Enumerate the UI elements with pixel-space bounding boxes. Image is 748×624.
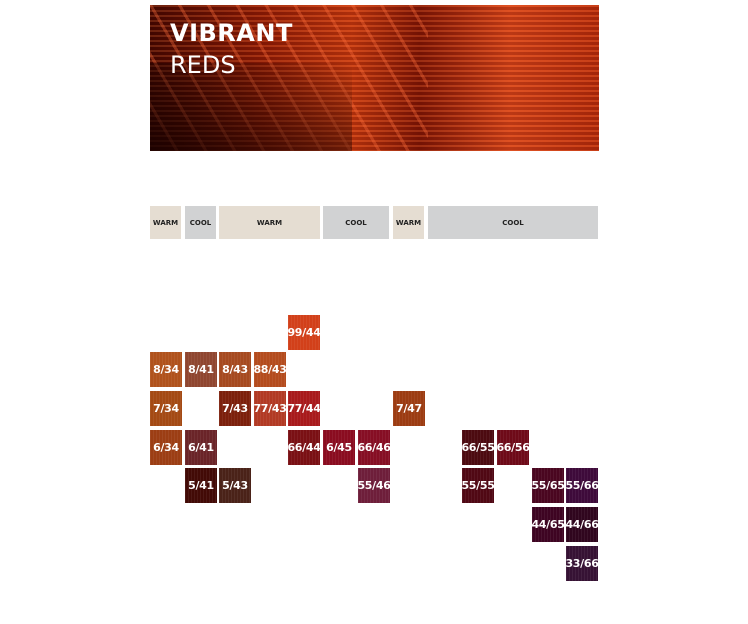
color-swatch: 99/44 (287, 315, 321, 350)
color-swatch: 77/43 (253, 391, 287, 426)
color-swatch: 7/34 (150, 391, 182, 426)
color-swatch: 8/41 (185, 352, 217, 387)
color-swatch: 55/55 (461, 468, 495, 503)
header-warm: WARM (393, 206, 424, 239)
color-swatch: 66/46 (357, 430, 391, 465)
header-cool: COOL (428, 206, 598, 239)
color-swatch: 66/56 (496, 430, 530, 465)
color-swatch: 7/43 (219, 391, 251, 426)
banner-image: VIBRANT REDS (150, 5, 599, 151)
color-swatch: 66/55 (461, 430, 495, 465)
color-swatch: 55/66 (565, 468, 599, 503)
header-cool: COOL (185, 206, 216, 239)
color-swatch: 55/46 (357, 468, 391, 503)
color-swatch: 33/66 (565, 546, 599, 581)
color-swatch: 5/43 (219, 468, 251, 503)
banner-shadow (150, 63, 353, 151)
color-swatch: 6/45 (323, 430, 355, 465)
banner-title-bold: VIBRANT (170, 19, 293, 47)
color-swatch: 5/41 (185, 468, 217, 503)
header-cool: COOL (323, 206, 389, 239)
color-swatch: 6/41 (185, 430, 217, 465)
color-swatch: 66/44 (287, 430, 321, 465)
color-swatch: 8/43 (219, 352, 251, 387)
color-swatch: 8/34 (150, 352, 182, 387)
color-swatch: 7/47 (393, 391, 425, 426)
color-swatch: 44/66 (565, 507, 599, 542)
color-swatch: 77/44 (287, 391, 321, 426)
banner-title-light: REDS (170, 51, 236, 79)
header-warm: WARM (150, 206, 181, 239)
color-swatch: 88/43 (253, 352, 287, 387)
color-swatch: 6/34 (150, 430, 182, 465)
color-swatch: 44/65 (531, 507, 565, 542)
color-swatch: 55/65 (531, 468, 565, 503)
header-warm: WARM (219, 206, 320, 239)
